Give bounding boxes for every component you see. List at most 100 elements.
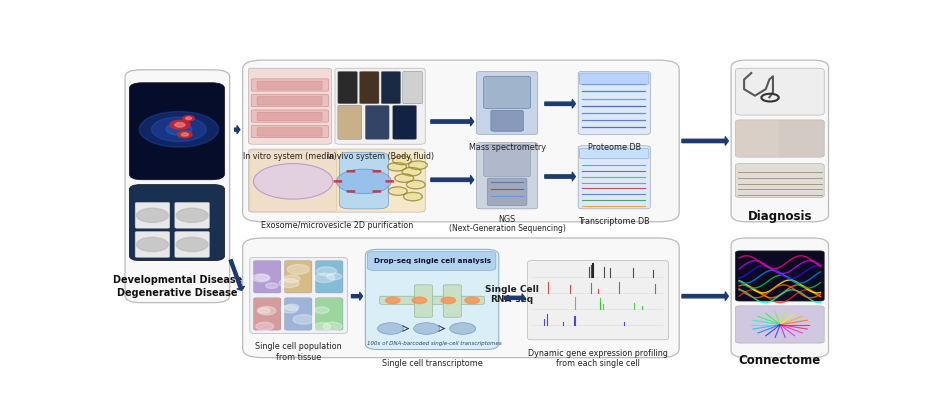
FancyBboxPatch shape: [735, 251, 824, 301]
FancyBboxPatch shape: [253, 260, 281, 293]
Circle shape: [257, 307, 276, 315]
Circle shape: [391, 164, 403, 169]
Text: Single cell population
from tissue: Single cell population from tissue: [255, 342, 342, 362]
Circle shape: [413, 323, 439, 334]
Circle shape: [279, 279, 299, 288]
FancyBboxPatch shape: [443, 285, 461, 317]
FancyBboxPatch shape: [372, 190, 381, 193]
Circle shape: [293, 315, 314, 324]
FancyBboxPatch shape: [175, 231, 209, 257]
Circle shape: [412, 163, 424, 168]
Circle shape: [281, 305, 298, 313]
Circle shape: [182, 133, 189, 136]
FancyBboxPatch shape: [251, 94, 329, 107]
Circle shape: [412, 297, 426, 304]
FancyBboxPatch shape: [491, 110, 523, 131]
FancyBboxPatch shape: [129, 83, 224, 180]
FancyBboxPatch shape: [393, 105, 416, 139]
FancyBboxPatch shape: [135, 231, 169, 257]
Text: Developmental Disease
Degenerative Disease: Developmental Disease Degenerative Disea…: [113, 275, 242, 298]
Circle shape: [398, 176, 410, 181]
FancyBboxPatch shape: [735, 120, 778, 157]
FancyBboxPatch shape: [487, 178, 527, 206]
FancyBboxPatch shape: [250, 150, 336, 211]
Circle shape: [285, 304, 299, 310]
Text: Single Cell
RNA-seq: Single Cell RNA-seq: [485, 285, 539, 304]
Circle shape: [169, 120, 190, 129]
Circle shape: [182, 116, 195, 121]
FancyBboxPatch shape: [338, 71, 358, 104]
Circle shape: [323, 322, 342, 331]
FancyBboxPatch shape: [414, 285, 432, 317]
FancyBboxPatch shape: [335, 68, 425, 144]
Text: NGS: NGS: [498, 215, 516, 224]
Circle shape: [327, 273, 342, 280]
FancyBboxPatch shape: [368, 252, 496, 270]
FancyBboxPatch shape: [339, 152, 388, 209]
FancyBboxPatch shape: [243, 60, 679, 222]
FancyBboxPatch shape: [365, 249, 499, 349]
FancyBboxPatch shape: [135, 202, 169, 228]
Circle shape: [255, 275, 269, 281]
FancyBboxPatch shape: [257, 128, 322, 136]
FancyBboxPatch shape: [250, 257, 347, 333]
FancyBboxPatch shape: [346, 190, 356, 193]
Circle shape: [137, 208, 169, 223]
Circle shape: [175, 123, 185, 127]
FancyBboxPatch shape: [346, 170, 356, 173]
FancyBboxPatch shape: [251, 110, 329, 122]
Circle shape: [410, 182, 422, 187]
Circle shape: [152, 117, 207, 142]
Circle shape: [314, 323, 331, 330]
FancyBboxPatch shape: [253, 298, 281, 330]
FancyBboxPatch shape: [338, 105, 361, 139]
Text: Transcriptome DB: Transcriptome DB: [578, 217, 650, 226]
FancyBboxPatch shape: [385, 180, 394, 183]
Circle shape: [378, 323, 403, 334]
FancyBboxPatch shape: [731, 60, 829, 222]
Text: Connectome: Connectome: [738, 354, 821, 367]
Circle shape: [336, 169, 391, 194]
Circle shape: [256, 322, 274, 330]
FancyBboxPatch shape: [403, 71, 423, 104]
FancyBboxPatch shape: [483, 144, 531, 176]
FancyBboxPatch shape: [316, 298, 343, 330]
Text: Dynamic gene expression profiling
from each single cell: Dynamic gene expression profiling from e…: [528, 349, 668, 368]
Circle shape: [253, 164, 333, 199]
FancyBboxPatch shape: [372, 170, 381, 173]
Text: Drop-seq single cell analysis: Drop-seq single cell analysis: [374, 258, 491, 264]
Text: 100s of DNA-barcoded single-cell transcriptomes: 100s of DNA-barcoded single-cell transcr…: [367, 341, 502, 346]
FancyBboxPatch shape: [243, 238, 679, 357]
Circle shape: [385, 297, 400, 304]
Circle shape: [315, 307, 329, 313]
FancyBboxPatch shape: [333, 180, 343, 183]
FancyBboxPatch shape: [580, 148, 649, 159]
Text: Exosome/microvesicle 2D purification: Exosome/microvesicle 2D purification: [261, 221, 413, 230]
Circle shape: [265, 283, 277, 289]
Circle shape: [176, 237, 208, 252]
FancyBboxPatch shape: [735, 163, 824, 197]
FancyBboxPatch shape: [129, 185, 224, 260]
Circle shape: [317, 267, 336, 276]
FancyBboxPatch shape: [249, 68, 331, 144]
FancyBboxPatch shape: [735, 306, 824, 343]
FancyBboxPatch shape: [359, 71, 379, 104]
Circle shape: [441, 297, 455, 304]
FancyBboxPatch shape: [251, 126, 329, 138]
FancyBboxPatch shape: [528, 260, 668, 340]
Circle shape: [176, 208, 208, 223]
Circle shape: [465, 297, 479, 304]
Circle shape: [450, 323, 476, 334]
Circle shape: [252, 274, 270, 282]
FancyBboxPatch shape: [483, 76, 531, 109]
Text: Proteome DB: Proteome DB: [587, 142, 641, 152]
Text: In vivo system (Body fluid): In vivo system (Body fluid): [327, 152, 434, 161]
FancyBboxPatch shape: [249, 149, 425, 212]
Text: (Next-Generation Sequencing): (Next-Generation Sequencing): [449, 224, 565, 234]
FancyBboxPatch shape: [285, 260, 312, 293]
FancyBboxPatch shape: [257, 81, 322, 89]
FancyBboxPatch shape: [175, 202, 209, 228]
Circle shape: [166, 123, 192, 135]
FancyBboxPatch shape: [316, 260, 343, 293]
Circle shape: [185, 117, 192, 120]
